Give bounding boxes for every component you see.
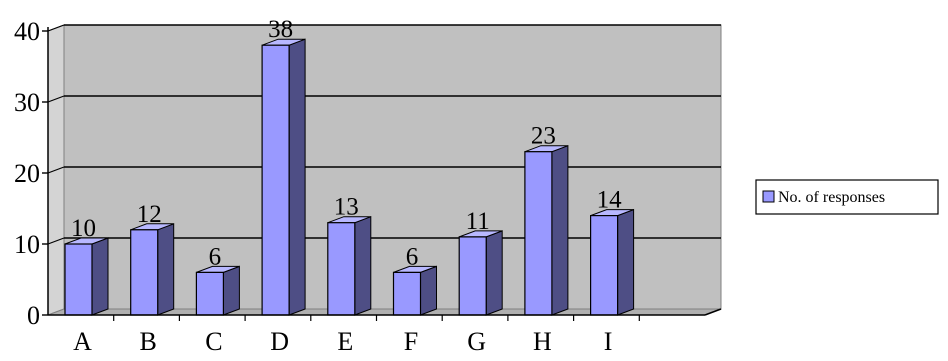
x-tick-label: I <box>604 327 613 356</box>
gridline-depth <box>47 237 65 245</box>
bar-front <box>261 44 290 316</box>
bar-front <box>130 229 159 316</box>
bars <box>64 38 635 316</box>
x-tick-label: F <box>404 327 418 356</box>
gridline-depth <box>47 95 65 103</box>
data-label: 6 <box>209 243 222 270</box>
bar-side <box>420 265 437 316</box>
bar <box>64 237 109 316</box>
y-tick-label: 30 <box>14 88 40 117</box>
data-label: 12 <box>137 201 162 228</box>
data-label: 13 <box>334 194 359 221</box>
bar-side <box>551 144 569 316</box>
bar <box>195 265 240 316</box>
bar <box>524 144 569 316</box>
x-tick-label: B <box>140 327 157 356</box>
data-label: 38 <box>268 16 293 43</box>
bar <box>458 230 503 316</box>
data-label: 23 <box>531 123 556 150</box>
bar <box>130 223 175 316</box>
bar-front <box>195 271 224 316</box>
data-label: 10 <box>71 215 96 242</box>
y-tick-label: 40 <box>14 17 40 46</box>
bar-front <box>589 215 619 316</box>
y-tick-label: 20 <box>14 159 40 188</box>
bar <box>261 38 306 316</box>
legend-label: No. of responses <box>778 189 885 206</box>
bar-side <box>91 237 109 316</box>
bar-front <box>327 222 356 316</box>
gridline-depth <box>47 166 65 174</box>
bar-side <box>157 223 175 316</box>
x-tick-label: G <box>467 327 486 356</box>
data-labels: 10 12 6 38 13 6 11 23 14 <box>71 16 622 270</box>
x-tick-label: H <box>533 327 552 356</box>
data-label: 11 <box>466 208 490 235</box>
axes: 0 10 20 30 40 A B C D E F G H I <box>14 17 722 356</box>
bar-side <box>288 38 306 316</box>
x-tick-label: A <box>73 327 92 356</box>
x-tick-label: D <box>270 327 289 356</box>
x-axis-depth <box>704 308 722 316</box>
gridline-depth <box>47 24 65 32</box>
bar-front <box>524 151 553 316</box>
data-label: 6 <box>406 243 419 270</box>
bar-side <box>354 215 372 316</box>
data-label: 14 <box>597 187 623 214</box>
y-tick-label: 10 <box>14 230 40 259</box>
bar <box>392 265 437 316</box>
bar <box>327 215 372 316</box>
y-tick-label: 0 <box>27 301 40 330</box>
bar <box>589 208 635 316</box>
bar-side <box>222 265 240 316</box>
bar-side <box>485 230 503 316</box>
bar-front <box>392 271 422 316</box>
bar-front <box>64 243 93 316</box>
bar-front <box>458 236 487 316</box>
legend: No. of responses <box>755 179 939 215</box>
legend-swatch <box>762 190 775 203</box>
x-tick-label: E <box>337 327 353 356</box>
bar-side <box>617 208 635 316</box>
legend-box <box>755 179 939 215</box>
x-tick-label: C <box>205 327 222 356</box>
